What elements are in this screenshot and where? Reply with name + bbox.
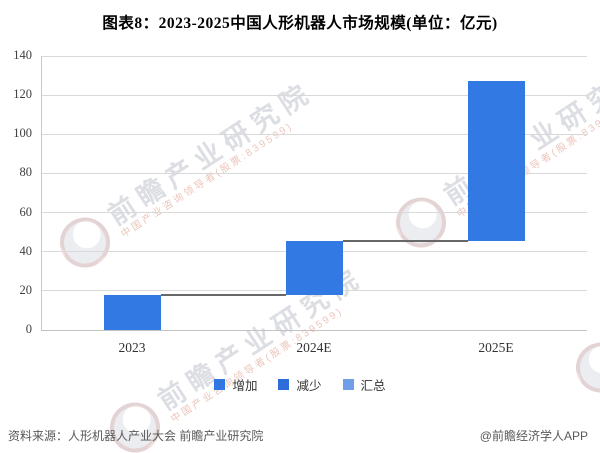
- x-tick-label: 2023: [118, 340, 146, 355]
- y-tick-label: 120: [13, 87, 32, 102]
- bar-2023: [103, 295, 161, 330]
- gridline: [41, 212, 587, 214]
- legend-swatch-icon: [342, 378, 354, 390]
- gridline: [41, 94, 587, 96]
- chart-legend: 增加 减少 汇总: [0, 375, 600, 393]
- y-tick-label: 140: [13, 48, 32, 62]
- legend-swatch-icon: [278, 378, 290, 390]
- x-axis-line: [41, 329, 587, 331]
- legend-label: 减少: [296, 378, 322, 393]
- y-tick-label: 60: [19, 204, 33, 219]
- y-tick-label: 0: [25, 322, 32, 336]
- footer: 资料来源：人形机器人产业大会 前瞻产业研究院 @前瞻经济学人APP: [0, 425, 600, 445]
- source-note: 资料来源：人形机器人产业大会 前瞻产业研究院: [8, 429, 264, 443]
- y-tick-label: 100: [13, 126, 32, 141]
- waterfall-connector: [342, 240, 468, 243]
- chart-title: 图表8：2023-2025中国人形机器人市场规模(单位：亿元): [102, 15, 498, 32]
- y-axis-line: [41, 56, 42, 330]
- x-tick-label: 2025E: [478, 340, 514, 355]
- x-tick-label: 2024E: [296, 340, 332, 355]
- legend-swatch-icon: [214, 378, 226, 390]
- bar-2024E: [285, 241, 343, 296]
- legend-item: 减少: [278, 375, 322, 394]
- y-tick-label: 80: [19, 165, 33, 180]
- bar-2025E: [467, 80, 525, 242]
- y-tick-label: 40: [19, 243, 33, 258]
- y-tick-label: 20: [19, 282, 33, 297]
- legend-label: 增加: [232, 378, 258, 393]
- waterfall-connector: [160, 294, 286, 297]
- gridline: [41, 172, 587, 174]
- app-credit: @前瞻经济学人APP: [479, 429, 588, 443]
- legend-label: 汇总: [360, 378, 386, 393]
- legend-item: 增加: [214, 375, 257, 394]
- legend-item: 汇总: [342, 375, 386, 394]
- gridline: [41, 133, 587, 135]
- gridline: [41, 55, 587, 57]
